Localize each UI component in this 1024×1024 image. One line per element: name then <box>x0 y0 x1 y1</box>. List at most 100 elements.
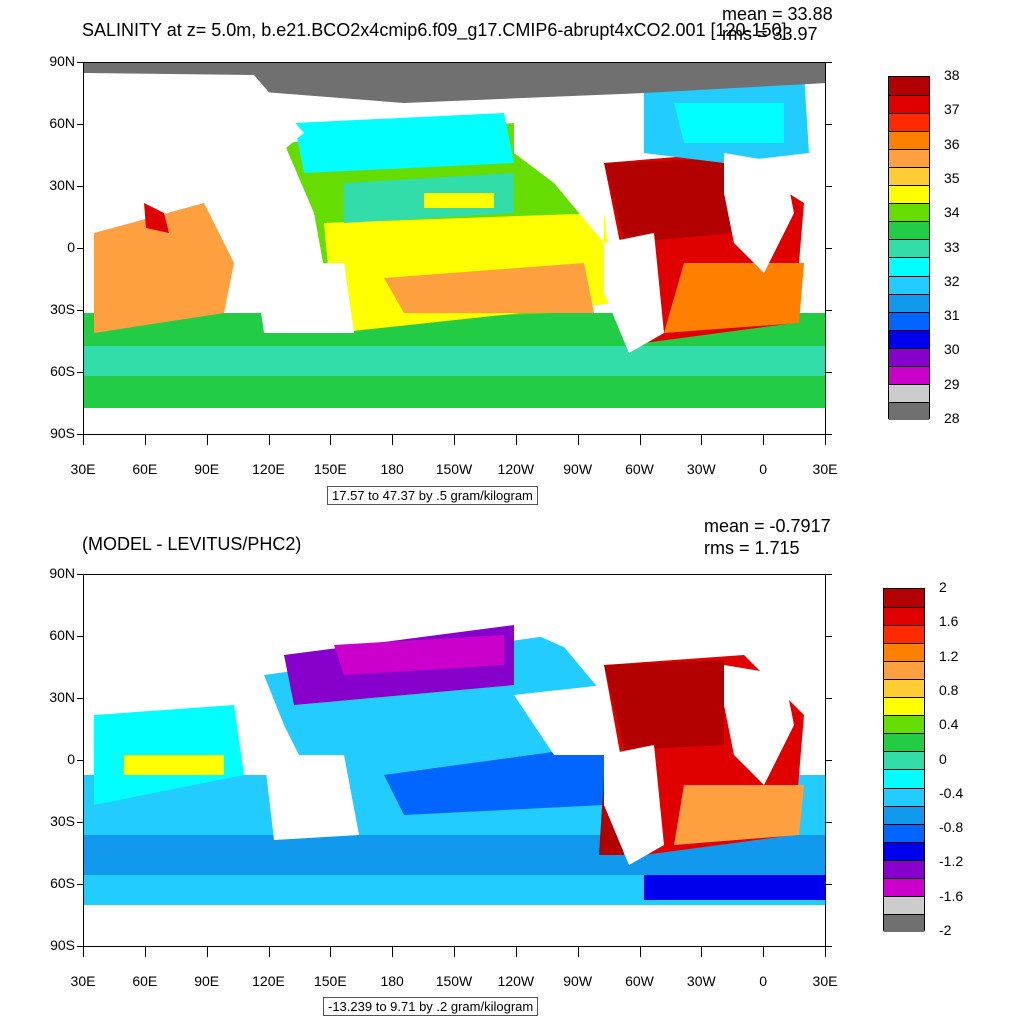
mean-label: mean = -0.7917 <box>704 516 831 536</box>
lat-tick-label: 30N <box>49 689 75 705</box>
colorbar-swatch <box>889 95 929 114</box>
lat-tick-label: 90N <box>49 53 75 69</box>
contour-range-label: 17.57 to 47.37 by .5 gram/kilogram <box>327 486 538 505</box>
lon-tick <box>825 435 826 445</box>
lon-tick <box>701 435 703 445</box>
lon-tick <box>515 947 517 957</box>
colorbar-swatch <box>884 661 924 680</box>
colorbar-label: -1.6 <box>939 887 964 904</box>
lon-tick <box>392 947 394 957</box>
lat-tick <box>826 574 832 575</box>
lon-tick <box>392 435 394 445</box>
lon-tick-label: 120W <box>497 973 535 989</box>
lon-tick-label: 150W <box>435 461 473 477</box>
colorbar-label: 33 <box>944 238 960 255</box>
lon-tick-label: 60W <box>625 973 654 989</box>
lon-tick-label: 150W <box>435 973 473 989</box>
land-antarctica <box>84 423 825 434</box>
arctic-sea-ice <box>84 63 825 103</box>
rms-label: rms = 33.97 <box>722 24 818 44</box>
lon-tick <box>454 435 455 445</box>
lon-tick-label: 30E <box>70 973 96 989</box>
lon-tick-label: 120E <box>252 461 285 477</box>
lon-tick <box>144 947 146 957</box>
lat-tick-label: 0 <box>67 239 75 255</box>
land-north <box>84 575 825 685</box>
colorbar-swatch <box>889 293 929 312</box>
colorbar-label: 0.4 <box>939 716 959 733</box>
colorbar-swatch <box>884 805 924 824</box>
lat-tick <box>77 372 83 373</box>
lat-tick <box>826 946 832 947</box>
land-australia <box>264 755 359 840</box>
lat-tick <box>826 636 832 637</box>
lon-tick-label: 0 <box>759 461 768 477</box>
colorbar-swatch <box>884 823 924 842</box>
lat-tick <box>826 698 832 699</box>
lat-tick-label: 90S <box>50 937 75 953</box>
lat-tick-label: 60N <box>49 115 75 131</box>
lat-tick <box>826 186 832 187</box>
colorbar-swatch <box>889 311 929 330</box>
lat-tick <box>826 822 832 823</box>
land-south-america <box>604 233 664 353</box>
lat-tick-label: 30S <box>50 301 75 317</box>
difference-map-plot <box>83 574 826 947</box>
lon-tick <box>330 947 332 957</box>
lat-tick-label: 60S <box>50 363 75 379</box>
lat-tick <box>826 62 832 63</box>
lon-tick-label: 180 <box>380 973 404 989</box>
lon-tick <box>83 435 84 445</box>
lat-tick-label: 60N <box>49 627 75 643</box>
lon-tick <box>144 435 146 445</box>
difference-field <box>84 575 825 946</box>
lat-tick <box>77 822 83 823</box>
lon-tick <box>763 435 765 445</box>
colorbar-swatch <box>884 895 924 914</box>
colorbar-label: 0.8 <box>939 681 959 698</box>
land-australia <box>254 263 354 333</box>
lat-tick <box>77 186 83 187</box>
colorbar-swatch <box>889 239 929 258</box>
lon-tick-label: 0 <box>759 973 768 989</box>
colorbar-swatch <box>884 607 924 626</box>
colorbar-swatch <box>889 221 929 240</box>
land-africa <box>724 665 794 785</box>
contour-range-label: -13.239 to 9.71 by .2 gram/kilogram <box>323 997 539 1016</box>
colorbar-label: 37 <box>944 101 960 118</box>
lat-tick <box>826 434 832 435</box>
colorbar-swatch <box>884 589 924 608</box>
lat-tick-label: 30S <box>50 813 75 829</box>
colorbar-swatch <box>889 401 929 420</box>
land-africa <box>724 153 794 273</box>
colorbar-swatch <box>889 347 929 366</box>
mean-label: mean = 33.88 <box>722 4 833 24</box>
lat-tick <box>77 946 83 947</box>
colorbar-swatch <box>889 113 929 132</box>
lat-tick <box>77 884 83 885</box>
lon-tick <box>268 435 270 445</box>
colorbar-label: 1.2 <box>939 647 959 664</box>
colorbar-label: 29 <box>944 375 960 392</box>
colorbar-swatch <box>889 131 929 150</box>
colorbar-swatch <box>884 625 924 644</box>
lon-tick <box>577 947 579 957</box>
lon-tick-label: 60E <box>132 973 158 989</box>
land-eurasia <box>84 73 304 183</box>
lat-tick <box>77 248 83 249</box>
lon-tick-label: 120W <box>497 461 535 477</box>
colorbar-swatch <box>889 329 929 348</box>
rms-label: rms = 1.715 <box>704 538 800 558</box>
lon-tick <box>639 947 641 957</box>
colorbar-swatch <box>889 185 929 204</box>
lat-tick <box>77 62 83 63</box>
lon-tick <box>206 435 208 445</box>
colorbar-swatch <box>884 697 924 716</box>
salinity-field <box>84 63 825 434</box>
lon-tick <box>83 947 84 957</box>
map-title: SALINITY at z= 5.0m, b.e21.BCO2x4cmip6.f… <box>82 20 787 40</box>
colorbar-label: 38 <box>944 67 960 83</box>
colorbar-swatch <box>884 859 924 878</box>
lon-tick-label: 120E <box>252 973 285 989</box>
colorbar-swatch <box>889 149 929 168</box>
